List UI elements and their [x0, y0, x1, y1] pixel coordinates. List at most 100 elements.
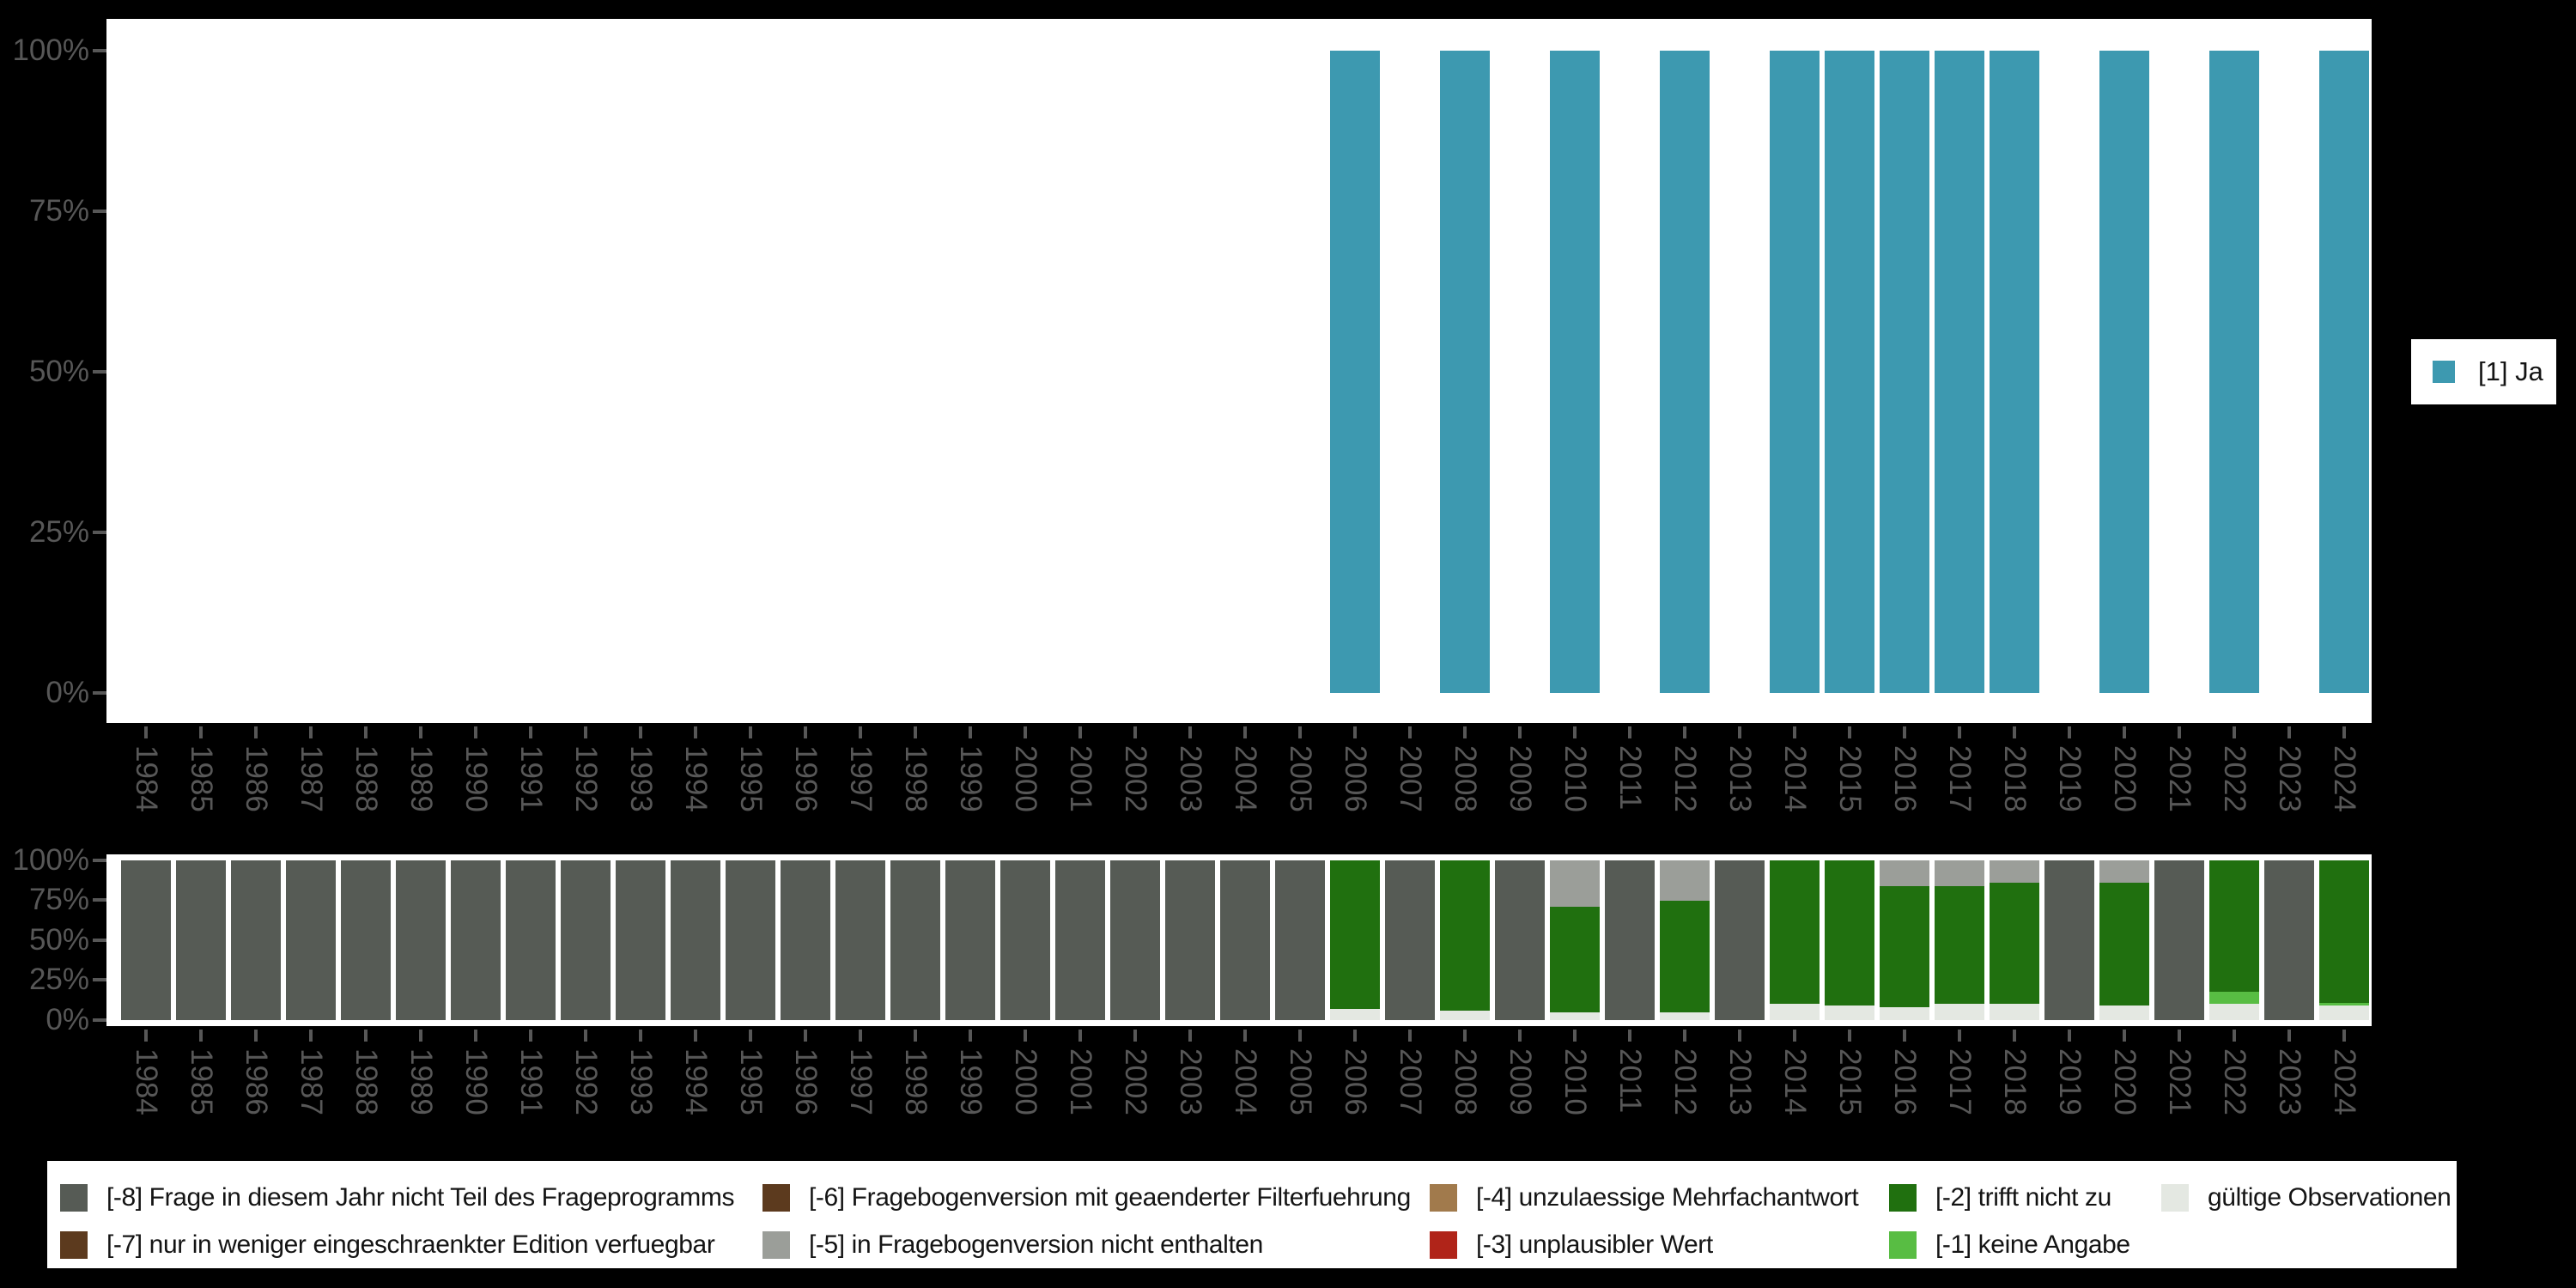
x-tick	[584, 1030, 587, 1042]
bar-ja-2022	[2209, 51, 2259, 693]
x-tick-label-top: 2011	[1613, 745, 1647, 811]
x-tick	[1353, 726, 1357, 738]
x-tick	[529, 726, 532, 738]
bar-miss8-2021	[2154, 860, 2204, 1020]
x-tick-label-top: 1993	[624, 745, 658, 812]
x-tick	[694, 1030, 697, 1042]
x-tick-label-top: 1994	[679, 745, 713, 812]
legend-item-miss7: [-7] nur in weniger eingeschraenkter Edi…	[60, 1230, 715, 1260]
y-tick-label: 50%	[28, 355, 89, 388]
legend-label: [-5] in Fragebogenversion nicht enthalte…	[809, 1230, 1263, 1259]
x-tick-label-top: 2005	[1284, 745, 1317, 812]
x-tick	[1628, 1030, 1631, 1042]
x-tick	[144, 1030, 148, 1042]
x-tick	[1793, 1030, 1796, 1042]
bar-ja-2014	[1770, 51, 1820, 693]
bar-valid-2020	[2099, 1005, 2149, 1020]
y-tick-label: 75%	[28, 883, 89, 916]
x-tick	[1188, 1030, 1192, 1042]
x-tick	[639, 1030, 642, 1042]
x-tick-label-bottom: 1996	[789, 1048, 823, 1115]
x-tick	[1738, 726, 1741, 738]
bar-miss2-2024	[2319, 860, 2369, 1003]
y-tick	[93, 49, 106, 52]
x-tick-label-top: 2007	[1394, 745, 1427, 812]
x-tick	[1353, 1030, 1357, 1042]
bar-miss2-2012	[1660, 900, 1710, 1012]
x-tick	[474, 1030, 477, 1042]
bar-miss5-2017	[1935, 860, 1984, 886]
x-tick	[2068, 1030, 2071, 1042]
x-tick-label-top: 2024	[2328, 745, 2361, 812]
x-tick	[2013, 1030, 2016, 1042]
y-tick	[93, 370, 106, 374]
x-tick-label-bottom: 2012	[1668, 1048, 1702, 1115]
x-tick	[529, 1030, 532, 1042]
miss6-swatch-icon	[762, 1184, 790, 1212]
bar-miss5-2010	[1550, 860, 1600, 907]
bar-ja-2010	[1550, 51, 1600, 693]
bar-miss8-1984	[121, 860, 171, 1020]
miss3-swatch-icon	[1430, 1231, 1457, 1259]
x-tick-label-bottom: 2011	[1613, 1048, 1647, 1114]
x-tick-label-top: 2000	[1009, 745, 1042, 812]
legend-label: [-7] nur in weniger eingeschraenkter Edi…	[106, 1230, 715, 1259]
x-tick	[694, 726, 697, 738]
x-tick	[804, 726, 807, 738]
x-tick	[1683, 1030, 1686, 1042]
x-tick-label-bottom: 2016	[1888, 1048, 1922, 1115]
bar-valid-2017	[1935, 1004, 1984, 1020]
x-tick-label-top: 1985	[185, 745, 218, 812]
bar-valid-2014	[1770, 1004, 1820, 1020]
y-tick	[93, 898, 106, 902]
x-tick-label-top: 2008	[1449, 745, 1482, 812]
bar-valid-2016	[1880, 1007, 1929, 1020]
x-tick	[1738, 1030, 1741, 1042]
x-tick	[969, 726, 972, 738]
x-tick-label-bottom: 2015	[1833, 1048, 1867, 1115]
legend-ja: [1] Ja	[2411, 339, 2556, 404]
x-tick-label-bottom: 2010	[1558, 1048, 1592, 1115]
x-tick-label-bottom: 2004	[1229, 1048, 1262, 1115]
x-tick-label-bottom: 1987	[295, 1048, 328, 1115]
legend-item-valid: gültige Observationen	[2161, 1183, 2451, 1212]
bar-miss8-1991	[506, 860, 556, 1020]
bar-miss8-1993	[616, 860, 665, 1020]
x-tick	[2287, 726, 2291, 738]
bar-miss8-2019	[2044, 860, 2094, 1020]
miss1-swatch-icon	[1889, 1231, 1917, 1259]
x-tick-label-bottom: 1995	[734, 1048, 768, 1115]
legend-label: [-2] trifft nicht zu	[1935, 1183, 2111, 1212]
x-tick	[914, 1030, 917, 1042]
y-tick	[93, 691, 106, 695]
x-tick	[1628, 726, 1631, 738]
x-tick	[1243, 726, 1247, 738]
y-tick	[93, 1018, 106, 1022]
x-tick-label-top: 1998	[899, 745, 933, 812]
bar-miss2-2010	[1550, 906, 1600, 1012]
x-tick-label-bottom: 1998	[899, 1048, 933, 1115]
ja-legend-label: [1] Ja	[2478, 356, 2543, 386]
bar-miss8-2000	[1000, 860, 1050, 1020]
x-tick-label-top: 2016	[1888, 745, 1922, 812]
x-tick-label-top: 2006	[1339, 745, 1372, 812]
bar-miss8-1995	[726, 860, 775, 1020]
x-tick-label-top: 2014	[1778, 745, 1812, 812]
y-tick-label: 0%	[46, 1003, 89, 1036]
x-tick-label-bottom: 1997	[844, 1048, 878, 1115]
x-tick	[254, 1030, 258, 1042]
y-tick	[93, 939, 106, 942]
x-tick-label-top: 2015	[1833, 745, 1867, 812]
bar-ja-2016	[1880, 51, 1929, 693]
miss7-swatch-icon	[60, 1231, 88, 1259]
x-tick-label-top: 2018	[1998, 745, 2032, 812]
x-tick-label-bottom: 2008	[1449, 1048, 1482, 1115]
x-tick-label-bottom: 2019	[2053, 1048, 2087, 1115]
x-tick-label-bottom: 1992	[569, 1048, 603, 1115]
y-tick-label: 25%	[28, 515, 89, 549]
x-tick	[1573, 1030, 1577, 1042]
bar-valid-2018	[1990, 1004, 2039, 1020]
miss5-swatch-icon	[762, 1231, 790, 1259]
bar-miss2-2020	[2099, 883, 2149, 1006]
x-tick	[2068, 726, 2071, 738]
